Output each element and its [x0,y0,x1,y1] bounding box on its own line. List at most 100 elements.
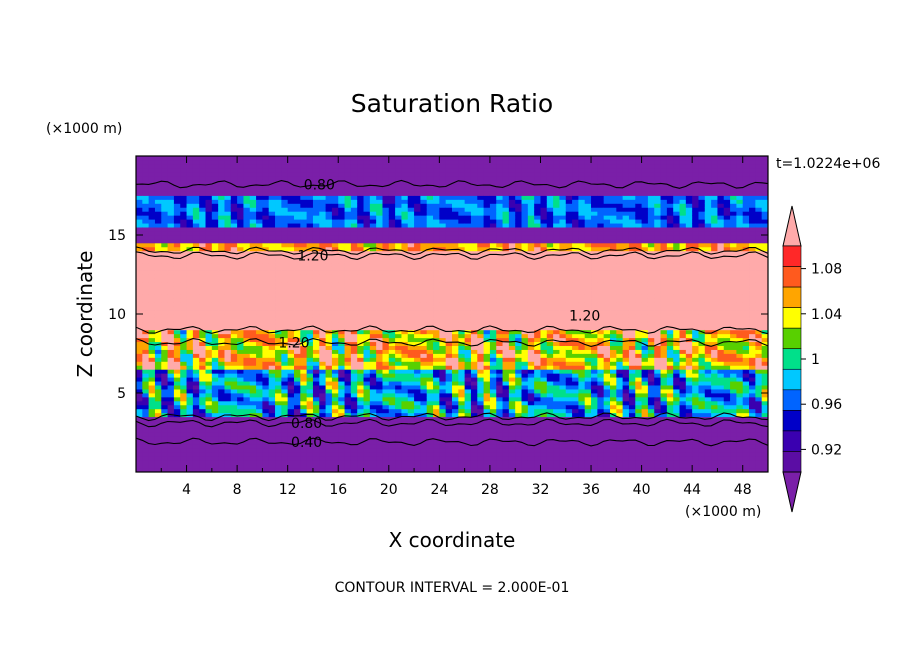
heatmap-cell [161,377,168,382]
heatmap-cell [275,448,282,453]
heatmap-cell [306,424,314,429]
heatmap-cell [300,329,308,335]
heatmap-cell [414,282,421,287]
heatmap-cell [357,396,364,402]
heatmap-cell [199,223,206,228]
heatmap-cell [167,385,175,390]
heatmap-cell [527,396,535,402]
heatmap-cell [205,191,213,196]
heatmap-cell [433,179,440,185]
heatmap-cell [426,167,434,173]
heatmap-cell [331,302,339,307]
heatmap-cell [470,468,478,472]
heatmap-cell [445,317,453,323]
heatmap-cell [224,468,232,472]
heatmap-cell [452,310,459,315]
heatmap-cell [230,440,238,445]
heatmap-cell [414,381,421,386]
heatmap-cell [395,373,402,378]
heatmap-cell [224,404,232,410]
heatmap-cell [395,199,402,204]
heatmap-cell [369,440,377,445]
heatmap-cell [262,436,270,441]
heatmap-cell [502,254,510,260]
heatmap-cell [167,337,175,343]
heatmap-cell [350,306,358,311]
heatmap-cell [306,432,314,437]
heatmap-cell [369,163,377,169]
heatmap-cell [502,468,510,472]
heatmap-cell [382,306,390,311]
heatmap-cell [199,294,206,299]
heatmap-cell [502,175,510,181]
heatmap-cell [224,163,232,169]
heatmap-cell [477,333,484,339]
heatmap-cell [464,464,472,469]
heatmap-cell [161,448,168,453]
heatmap-cell [300,258,308,264]
heatmap-cell [224,302,232,307]
heatmap-cell [382,404,390,410]
heatmap-cell [180,468,187,472]
heatmap-cell [199,290,206,295]
heatmap-cell [407,373,415,378]
heatmap-cell [205,274,213,279]
heatmap-cell [136,464,143,469]
heatmap-cell [414,345,421,350]
heatmap-cell [350,404,358,410]
heatmap-cell [256,187,263,192]
heatmap-cell [426,187,434,192]
heatmap-cell [508,389,516,394]
heatmap-cell [338,357,345,362]
heatmap-cell [369,215,377,220]
heatmap-cell [154,460,162,465]
heatmap-cell [199,377,206,382]
heatmap-cell [173,432,181,437]
heatmap-cell [256,302,263,307]
heatmap-cell [306,428,314,433]
heatmap-cell [154,167,162,173]
heatmap-cell [167,246,175,252]
heatmap-cell [515,302,522,307]
heatmap-cell [237,428,244,433]
heatmap-cell [464,187,472,192]
heatmap-cell [407,345,415,350]
heatmap-cell [420,317,428,323]
heatmap-cell [281,456,289,461]
heatmap-cell [477,270,484,275]
heatmap-cell [470,175,478,181]
heatmap-cell [312,246,320,252]
heatmap-cell [287,369,295,374]
heatmap-cell [192,203,200,208]
heatmap-cell [382,175,390,181]
heatmap-cell [376,227,383,232]
heatmap-cell [199,235,206,240]
heatmap-cell [445,290,453,295]
heatmap-cell [369,404,377,410]
heatmap-cell [325,404,333,410]
heatmap-cell [268,361,276,366]
heatmap-cell [300,448,308,453]
heatmap-cell [287,306,295,311]
heatmap-cell [180,314,187,319]
heatmap-cell [167,345,175,350]
heatmap-cell [319,329,326,335]
heatmap-cell [224,156,232,161]
heatmap-cell [224,171,232,177]
heatmap-cell [470,400,478,406]
heatmap-cell [439,294,447,299]
heatmap-cell [199,345,206,350]
heatmap-cell [489,440,497,445]
heatmap-cell [256,416,263,422]
heatmap-cell [357,408,364,414]
heatmap-cell [230,468,238,472]
heatmap-cell [186,266,194,271]
heatmap-cell [325,357,333,362]
heatmap-cell [256,452,263,457]
heatmap-cell [489,432,497,437]
heatmap-cell [180,191,187,196]
heatmap-cell [527,373,535,378]
heatmap-cell [186,357,194,362]
heatmap-cell [211,219,219,224]
heatmap-cell [199,432,206,437]
